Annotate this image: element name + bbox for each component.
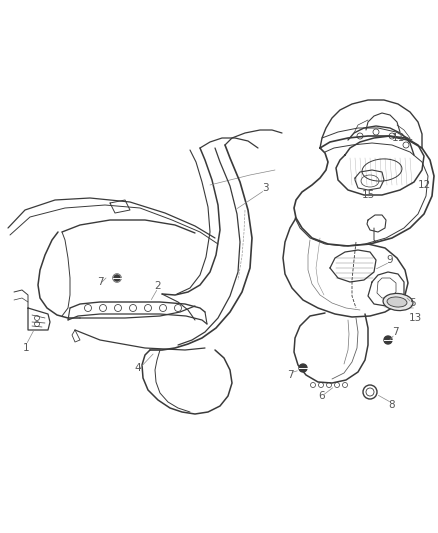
Ellipse shape xyxy=(387,297,407,307)
Text: 15: 15 xyxy=(361,190,374,200)
Text: 9: 9 xyxy=(387,255,393,265)
Text: 7: 7 xyxy=(287,370,293,380)
Text: 11: 11 xyxy=(392,133,405,143)
Circle shape xyxy=(384,336,392,344)
Circle shape xyxy=(299,364,307,372)
Text: 12: 12 xyxy=(417,180,431,190)
Text: 8: 8 xyxy=(389,400,396,410)
Text: 13: 13 xyxy=(408,313,422,323)
Circle shape xyxy=(113,274,121,282)
Text: 7: 7 xyxy=(392,327,398,337)
Text: 5: 5 xyxy=(409,298,415,308)
Text: 3: 3 xyxy=(261,183,268,193)
Text: 6: 6 xyxy=(319,391,325,401)
Text: 4: 4 xyxy=(135,363,141,373)
Text: 2: 2 xyxy=(155,281,161,291)
Ellipse shape xyxy=(383,294,413,311)
Text: 1: 1 xyxy=(23,343,29,353)
Text: 7: 7 xyxy=(97,277,103,287)
